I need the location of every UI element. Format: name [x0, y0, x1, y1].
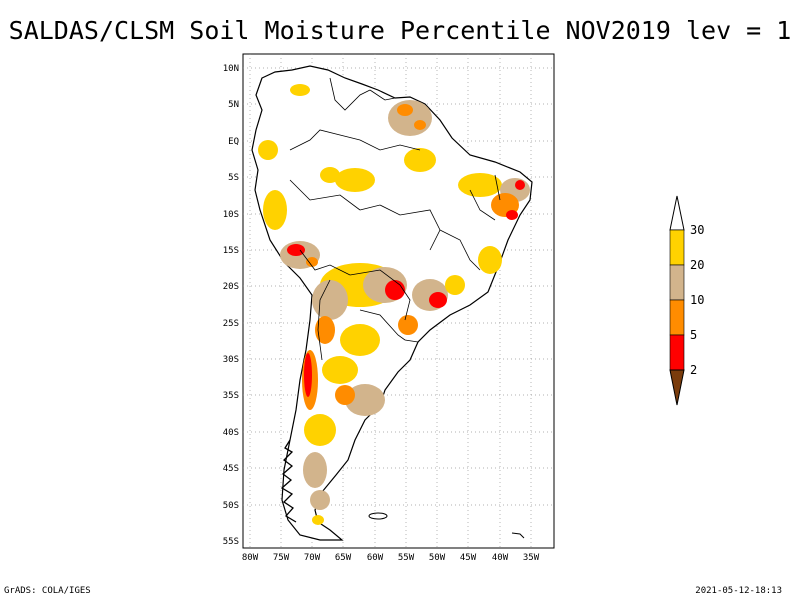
lat-label: 35S: [223, 391, 239, 401]
lon-label: 45W: [460, 553, 477, 563]
colorbar-top-arrow: [669, 195, 685, 231]
falkland-islands: [368, 512, 388, 520]
soil-moisture-shading: [258, 84, 530, 525]
colorbar-swatch-30: [669, 229, 685, 266]
lat-label: 5S: [228, 173, 239, 183]
south-georgia-island: [511, 532, 525, 539]
lat-label: 5N: [228, 100, 239, 110]
lon-label: 40W: [492, 553, 509, 563]
lat-axis-labels: 10N 5N EQ 5S 10S 15S 20S 25S 30S 35S 40S…: [223, 64, 239, 547]
lon-label: 35W: [523, 553, 540, 563]
lon-label: 50W: [429, 553, 446, 563]
lat-label: 45S: [223, 464, 239, 474]
colorbar-label: 10: [690, 293, 704, 307]
colorbar-legend: 30 20 10 5 2: [669, 195, 704, 406]
lon-label: 65W: [335, 553, 352, 563]
colorbar-label: 30: [690, 223, 704, 237]
lat-label: 10S: [223, 210, 239, 220]
colorbar-label: 5: [690, 328, 697, 342]
colorbar-label: 20: [690, 258, 704, 272]
lat-label: 15S: [223, 246, 239, 256]
lat-label: 55S: [223, 537, 239, 547]
lat-label: EQ: [228, 137, 239, 147]
footer-timestamp: 2021-05-12-18:13: [695, 586, 782, 596]
lon-label: 75W: [273, 553, 290, 563]
lon-label: 60W: [367, 553, 384, 563]
chile-fjords: [280, 439, 297, 523]
lon-axis-labels: 80W 75W 70W 65W 60W 55W 50W 45W 40W 35W: [242, 553, 540, 563]
lat-label: 20S: [223, 282, 239, 292]
lon-label: 80W: [242, 553, 259, 563]
country-borders: [289, 77, 501, 361]
colorbar-swatch-20: [669, 264, 685, 301]
colorbar-bottom-arrow: [669, 369, 685, 406]
lat-label: 25S: [223, 319, 239, 329]
colorbar-label: 2: [690, 363, 697, 377]
footer-credit: GrADS: COLA/IGES: [4, 586, 91, 596]
lat-label: 40S: [223, 428, 239, 438]
map-title: SALDAS/CLSM Soil Moisture Percentile NOV…: [8, 16, 792, 45]
lat-label: 10N: [223, 64, 239, 74]
lat-label: 50S: [223, 501, 239, 511]
colorbar-swatch-10: [669, 299, 685, 336]
lon-label: 70W: [304, 553, 321, 563]
colorbar-swatch-5: [669, 334, 685, 371]
lat-label: 30S: [223, 355, 239, 365]
lon-label: 55W: [398, 553, 415, 563]
